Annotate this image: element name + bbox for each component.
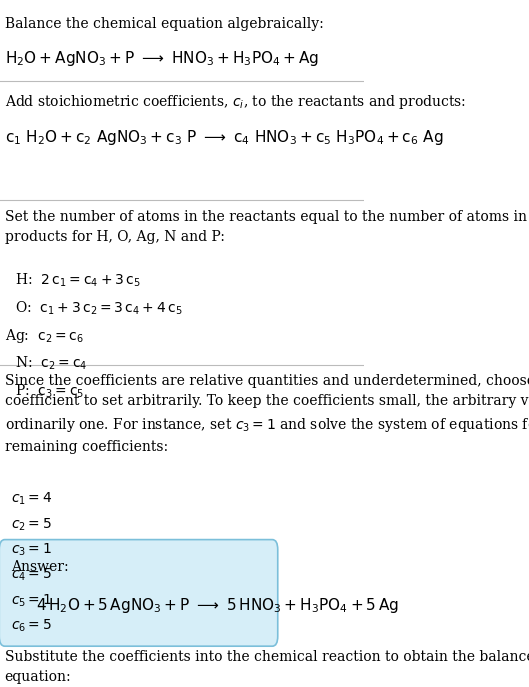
Text: Substitute the coefficients into the chemical reaction to obtain the balanced
eq: Substitute the coefficients into the che… — [5, 649, 529, 684]
Text: O:  $\mathrm{c_1 + 3\,c_2 = 3\,c_4 + 4\,c_5}$: O: $\mathrm{c_1 + 3\,c_2 = 3\,c_4 + 4\,c… — [15, 299, 182, 317]
Text: Ag:  $\mathrm{c_2 = c_6}$: Ag: $\mathrm{c_2 = c_6}$ — [5, 327, 84, 345]
FancyBboxPatch shape — [0, 539, 278, 646]
Text: Add stoichiometric coefficients, $c_i$, to the reactants and products:: Add stoichiometric coefficients, $c_i$, … — [5, 93, 466, 111]
Text: $c_6 = 5$: $c_6 = 5$ — [11, 618, 52, 634]
Text: Set the number of atoms in the reactants equal to the number of atoms in the
pro: Set the number of atoms in the reactants… — [5, 210, 529, 244]
Text: $\mathrm{c_1 \ H_2O + c_2 \ AgNO_3 + c_3 \ P \ \longrightarrow \ c_4 \ HNO_3 + c: $\mathrm{c_1 \ H_2O + c_2 \ AgNO_3 + c_3… — [5, 128, 443, 147]
Text: Since the coefficients are relative quantities and underdetermined, choose a
coe: Since the coefficients are relative quan… — [5, 374, 529, 453]
Text: $c_5 = 1$: $c_5 = 1$ — [11, 592, 52, 609]
Text: $c_1 = 4$: $c_1 = 4$ — [11, 491, 52, 508]
Text: Balance the chemical equation algebraically:: Balance the chemical equation algebraica… — [5, 16, 323, 31]
Text: H:  $\mathrm{2\,c_1 = c_4 + 3\,c_5}$: H: $\mathrm{2\,c_1 = c_4 + 3\,c_5}$ — [15, 271, 140, 289]
Text: $c_3 = 1$: $c_3 = 1$ — [11, 541, 52, 558]
Text: $\mathrm{H_2O + AgNO_3 + P \ \longrightarrow \ HNO_3 + H_3PO_4 + Ag}$: $\mathrm{H_2O + AgNO_3 + P \ \longrighta… — [5, 49, 319, 67]
Text: $c_2 = 5$: $c_2 = 5$ — [11, 517, 52, 532]
Text: P:  $\mathrm{c_3 = c_5}$: P: $\mathrm{c_3 = c_5}$ — [15, 383, 84, 401]
Text: $c_4 = 5$: $c_4 = 5$ — [11, 567, 52, 583]
Text: Answer:: Answer: — [11, 560, 69, 574]
Text: N:  $\mathrm{c_2 = c_4}$: N: $\mathrm{c_2 = c_4}$ — [15, 355, 87, 372]
Text: $\mathrm{4\,H_2O + 5\,AgNO_3 + P \ \longrightarrow \ 5\,HNO_3 + H_3PO_4 + 5\,Ag}: $\mathrm{4\,H_2O + 5\,AgNO_3 + P \ \long… — [35, 596, 398, 616]
